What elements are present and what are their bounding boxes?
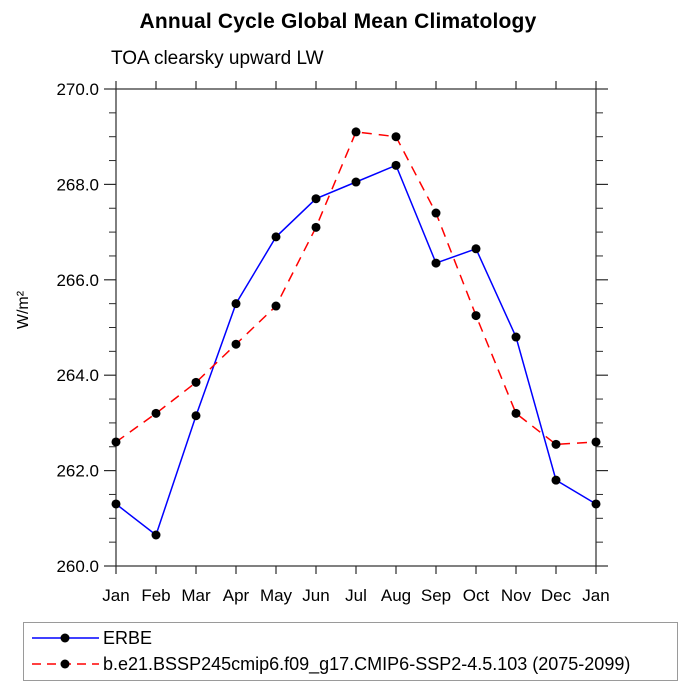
erbe-line: [115, 164, 597, 537]
data-point-marker: [551, 475, 561, 485]
legend-label-erbe: ERBE: [103, 627, 153, 648]
data-point-marker: [511, 332, 521, 342]
data-point-marker: [191, 377, 201, 387]
chart-title: Annual Cycle Global Mean Climatology: [139, 10, 537, 33]
legend-label-model: b.e21.BSSP245cmip6.f09_g17.CMIP6-SSP2-4.…: [103, 653, 631, 674]
legend-box: ERBE b.e21.BSSP245cmip6.f09_g17.CMIP6-SS…: [23, 622, 678, 681]
data-point-marker: [431, 208, 441, 218]
legend-item-model: b.e21.BSSP245cmip6.f09_g17.CMIP6-SSP2-4.…: [32, 652, 630, 676]
data-point-marker: [591, 437, 601, 447]
x-tick-label: Jun: [302, 586, 329, 605]
data-point-marker: [551, 439, 561, 449]
data-point-marker: [191, 411, 201, 421]
data-point-marker: [271, 232, 281, 242]
x-tick-label: Feb: [141, 586, 170, 605]
chart-subtitle: TOA clearsky upward LW: [111, 48, 324, 69]
x-tick-label: Jan: [102, 586, 129, 605]
data-point-marker: [391, 160, 401, 170]
y-tick-label: 268.0: [56, 175, 99, 194]
x-tick-label: Aug: [381, 586, 411, 605]
data-point-marker: [231, 299, 241, 309]
y-tick-label: 270.0: [56, 80, 99, 99]
legend-marker-dot: [60, 633, 70, 643]
data-point-marker: [231, 339, 241, 349]
data-point-marker: [111, 499, 121, 509]
x-tick-label: May: [260, 586, 293, 605]
data-point-marker: [271, 301, 281, 311]
chart-svg: Jan Feb Mar Apr May Jun Jul Aug Sep Oct Nov Dec Jan2…: [56, 80, 609, 605]
x-tick-label: Nov: [501, 586, 532, 605]
data-point-marker: [311, 222, 321, 232]
x-tick-label: Jan: [582, 586, 609, 605]
x-tick-label: Oct: [463, 586, 490, 605]
data-point-marker: [471, 244, 481, 254]
y-tick-label: 260.0: [56, 557, 99, 576]
x-tick-label: Jul: [345, 586, 367, 605]
x-tick-label: Apr: [223, 586, 250, 605]
x-tick-label: Mar: [181, 586, 211, 605]
x-tick-label: Sep: [421, 586, 451, 605]
plot-frame: [115, 88, 597, 567]
legend-item-erbe: ERBE: [32, 626, 152, 650]
x-tick-label: Dec: [541, 586, 572, 605]
y-tick-label: 266.0: [56, 271, 99, 290]
data-point-marker: [511, 408, 521, 418]
legend-marker-dot: [60, 659, 70, 669]
data-point-marker: [351, 127, 361, 137]
data-point-marker: [151, 408, 161, 418]
data-point-marker: [391, 132, 401, 142]
data-point-marker: [471, 311, 481, 321]
data-point-marker: [591, 499, 601, 509]
legend-sample-erbe: [32, 633, 99, 643]
legend-sample-model: [32, 659, 99, 669]
y-tick-label: 262.0: [56, 462, 99, 481]
data-point-marker: [311, 194, 321, 204]
data-point-marker: [111, 437, 121, 447]
data-point-marker: [431, 258, 441, 268]
y-axis-label: W/m²: [15, 290, 32, 330]
data-point-marker: [151, 530, 161, 540]
y-tick-label: 264.0: [56, 366, 99, 385]
data-point-marker: [351, 177, 361, 187]
